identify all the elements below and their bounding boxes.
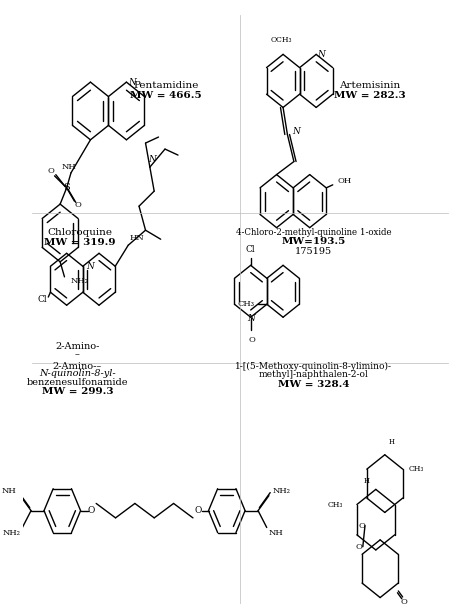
Text: Cl: Cl (246, 245, 256, 255)
Text: NH: NH (62, 163, 76, 171)
Text: N: N (148, 155, 156, 164)
Text: H: H (389, 437, 395, 446)
Text: 2-Amino-–: 2-Amino-– (53, 362, 102, 371)
Text: MW = 466.5: MW = 466.5 (130, 91, 202, 100)
Text: N-quinolin-8-yl-: N-quinolin-8-yl- (39, 370, 116, 378)
Text: –: – (75, 350, 80, 359)
Text: O: O (194, 506, 202, 515)
Text: S: S (63, 183, 70, 192)
Text: Chloroquine: Chloroquine (47, 228, 112, 237)
Text: O: O (401, 598, 408, 606)
Text: Artemisinin: Artemisinin (339, 81, 400, 90)
Text: NH₂: NH₂ (272, 487, 291, 495)
Text: O: O (74, 201, 81, 209)
Text: MW = 299.3: MW = 299.3 (42, 387, 113, 396)
Text: 2-Amino-: 2-Amino- (55, 342, 100, 351)
Text: OCH₃: OCH₃ (270, 35, 291, 44)
Text: Cl: Cl (37, 295, 47, 304)
Text: 175195: 175195 (295, 247, 332, 256)
Text: MW = 319.9: MW = 319.9 (44, 238, 115, 247)
Text: CH₃: CH₃ (328, 501, 343, 509)
Text: H: H (364, 477, 369, 485)
Text: NH₂: NH₂ (2, 529, 20, 538)
Text: benzenesulfonamide: benzenesulfonamide (27, 378, 128, 387)
Text: Pentamidine: Pentamidine (134, 81, 199, 90)
Text: N: N (128, 77, 135, 86)
Text: N: N (86, 262, 94, 271)
Text: MW = 328.4: MW = 328.4 (278, 379, 349, 389)
Text: 4-Chloro-2-methyl-quinoline 1-oxide: 4-Chloro-2-methyl-quinoline 1-oxide (235, 228, 391, 237)
Text: N: N (318, 50, 325, 59)
Text: HN: HN (129, 234, 144, 242)
Text: CH₃: CH₃ (238, 300, 255, 308)
Text: O: O (356, 543, 363, 551)
Text: O: O (88, 506, 95, 515)
Text: MW=193.5: MW=193.5 (281, 237, 346, 246)
Text: OH: OH (337, 177, 351, 185)
Text: O: O (358, 522, 365, 530)
Text: O: O (248, 336, 255, 344)
Text: CH₃: CH₃ (409, 465, 424, 473)
Text: O: O (48, 167, 55, 175)
Text: MW = 282.3: MW = 282.3 (334, 91, 405, 100)
Text: N: N (292, 127, 300, 136)
Text: 1-[(5-Methoxy-quinolin-8-ylimino)-: 1-[(5-Methoxy-quinolin-8-ylimino)- (235, 362, 392, 371)
Text: NH: NH (2, 487, 17, 495)
Text: NH: NH (269, 529, 284, 538)
Text: NH₂: NH₂ (71, 277, 89, 285)
Text: methyl]-naphthalen-2-ol: methyl]-naphthalen-2-ol (258, 370, 368, 379)
Text: N: N (247, 314, 255, 323)
